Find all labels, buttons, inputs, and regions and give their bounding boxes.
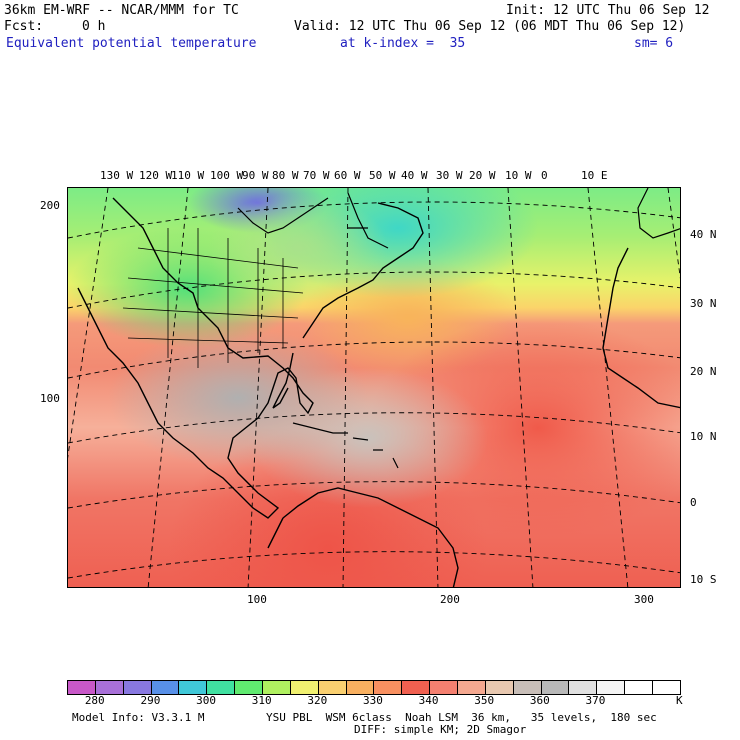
caribbean-islands bbox=[292, 422, 399, 469]
colorbar-swatch bbox=[513, 681, 542, 694]
diffusion-info: DIFF: simple KM; 2D Smagor bbox=[354, 723, 527, 736]
longitude-label: 50 W bbox=[369, 169, 396, 182]
colorbar-swatch bbox=[485, 681, 514, 694]
colorbar-swatch bbox=[207, 681, 236, 694]
colorbar-swatch bbox=[569, 681, 598, 694]
grid-y-label: 100 bbox=[40, 392, 60, 405]
longitude-label: 90 W bbox=[242, 169, 269, 182]
grid-x-label: 200 bbox=[440, 593, 460, 606]
longitude-label: 70 W bbox=[303, 169, 330, 182]
longitude-label: 20 W bbox=[469, 169, 496, 182]
graticule bbox=[68, 188, 680, 587]
longitude-label: 100 W bbox=[210, 169, 244, 182]
grid-x-label: 300 bbox=[634, 593, 654, 606]
colorbar-swatch bbox=[430, 681, 459, 694]
colorbar-swatch bbox=[374, 681, 403, 694]
latitude-label: 0 bbox=[690, 496, 697, 509]
colorbar-swatch bbox=[123, 681, 152, 694]
longitude-label: 10 W bbox=[505, 169, 532, 182]
colorbar-swatch bbox=[458, 681, 486, 694]
florida bbox=[272, 352, 294, 409]
colorbar-label: 320 bbox=[307, 694, 328, 707]
k-index: at k-index = 35 bbox=[340, 36, 466, 51]
latitude-label: 30 N bbox=[690, 297, 717, 310]
colorbar bbox=[67, 680, 681, 695]
colorbar-swatch bbox=[402, 681, 431, 694]
latitude-label: 10 S bbox=[690, 573, 717, 586]
colorbar-label: 290 bbox=[140, 694, 161, 707]
model-title: 36km EM-WRF -- NCAR/MMM for TC bbox=[4, 3, 239, 18]
colorbar-swatch bbox=[68, 681, 96, 694]
colorbar-swatch bbox=[290, 681, 319, 694]
longitude-label: 120 W bbox=[139, 169, 173, 182]
colorbar-label: 300 bbox=[196, 694, 216, 707]
colorbar-label: 330 bbox=[363, 694, 383, 707]
colorbar-swatch bbox=[95, 681, 124, 694]
colorbar-swatch bbox=[151, 681, 180, 694]
colorbar-swatch bbox=[625, 681, 654, 694]
latitude-label: 20 N bbox=[690, 365, 717, 378]
valid-time: Valid: 12 UTC Thu 06 Sep 12 (06 MDT Thu … bbox=[294, 19, 686, 34]
longitude-label: 130 W bbox=[100, 169, 134, 182]
latitude-label: 40 N bbox=[690, 228, 717, 241]
colorbar-swatch bbox=[179, 681, 208, 694]
smoothing: sm= 6 bbox=[634, 36, 674, 51]
init-time: Init: 12 UTC Thu 06 Sep 12 bbox=[506, 3, 710, 18]
iberia-coast bbox=[637, 188, 680, 239]
colorbar-label: 370 bbox=[585, 694, 606, 707]
field-name: Equivalent potential temperature bbox=[6, 36, 257, 51]
north-america-landmass bbox=[77, 197, 314, 519]
colorbar-swatch bbox=[318, 681, 347, 694]
colorbar-swatch bbox=[541, 681, 570, 694]
longitude-label: 10 E bbox=[581, 169, 608, 182]
colorbar-swatch bbox=[235, 681, 264, 694]
grid-y-label: 200 bbox=[40, 199, 60, 212]
colorbar-label: 310 bbox=[251, 694, 272, 707]
africa-coast bbox=[602, 247, 680, 409]
grid-x-label: 100 bbox=[247, 593, 267, 606]
colorbar-swatch bbox=[597, 681, 626, 694]
colorbar-unit: K bbox=[676, 694, 683, 707]
colorbar-swatch bbox=[346, 681, 375, 694]
south-america-coast bbox=[267, 487, 459, 587]
longitude-label: 30 W bbox=[436, 169, 463, 182]
longitude-label: 40 W bbox=[401, 169, 428, 182]
longitude-label: 60 W bbox=[334, 169, 361, 182]
equivalent-potential-temperature-map bbox=[67, 187, 681, 588]
model-info: Model Info: V3.3.1 M bbox=[72, 711, 205, 724]
colorbar-label: 280 bbox=[84, 694, 105, 707]
us-state-borders bbox=[122, 228, 304, 368]
forecast-label: Fcst: bbox=[4, 19, 44, 34]
canada-coast bbox=[237, 192, 389, 249]
forecast-value: 0 h bbox=[82, 19, 106, 34]
longitude-label: 80 W bbox=[272, 169, 299, 182]
colorbar-label: 360 bbox=[529, 694, 550, 707]
longitude-label: 110 W bbox=[171, 169, 205, 182]
us-east-coast bbox=[302, 202, 424, 339]
map-overlay bbox=[68, 188, 680, 587]
colorbar-swatch bbox=[263, 681, 291, 694]
colorbar-label: 340 bbox=[418, 694, 439, 707]
latitude-label: 10 N bbox=[690, 430, 717, 443]
colorbar-swatch bbox=[653, 681, 680, 694]
colorbar-label: 350 bbox=[474, 694, 495, 707]
longitude-label: 0 bbox=[541, 169, 548, 182]
physics-info: YSU PBL WSM 6class Noah LSM 36 km, 35 le… bbox=[266, 711, 657, 724]
